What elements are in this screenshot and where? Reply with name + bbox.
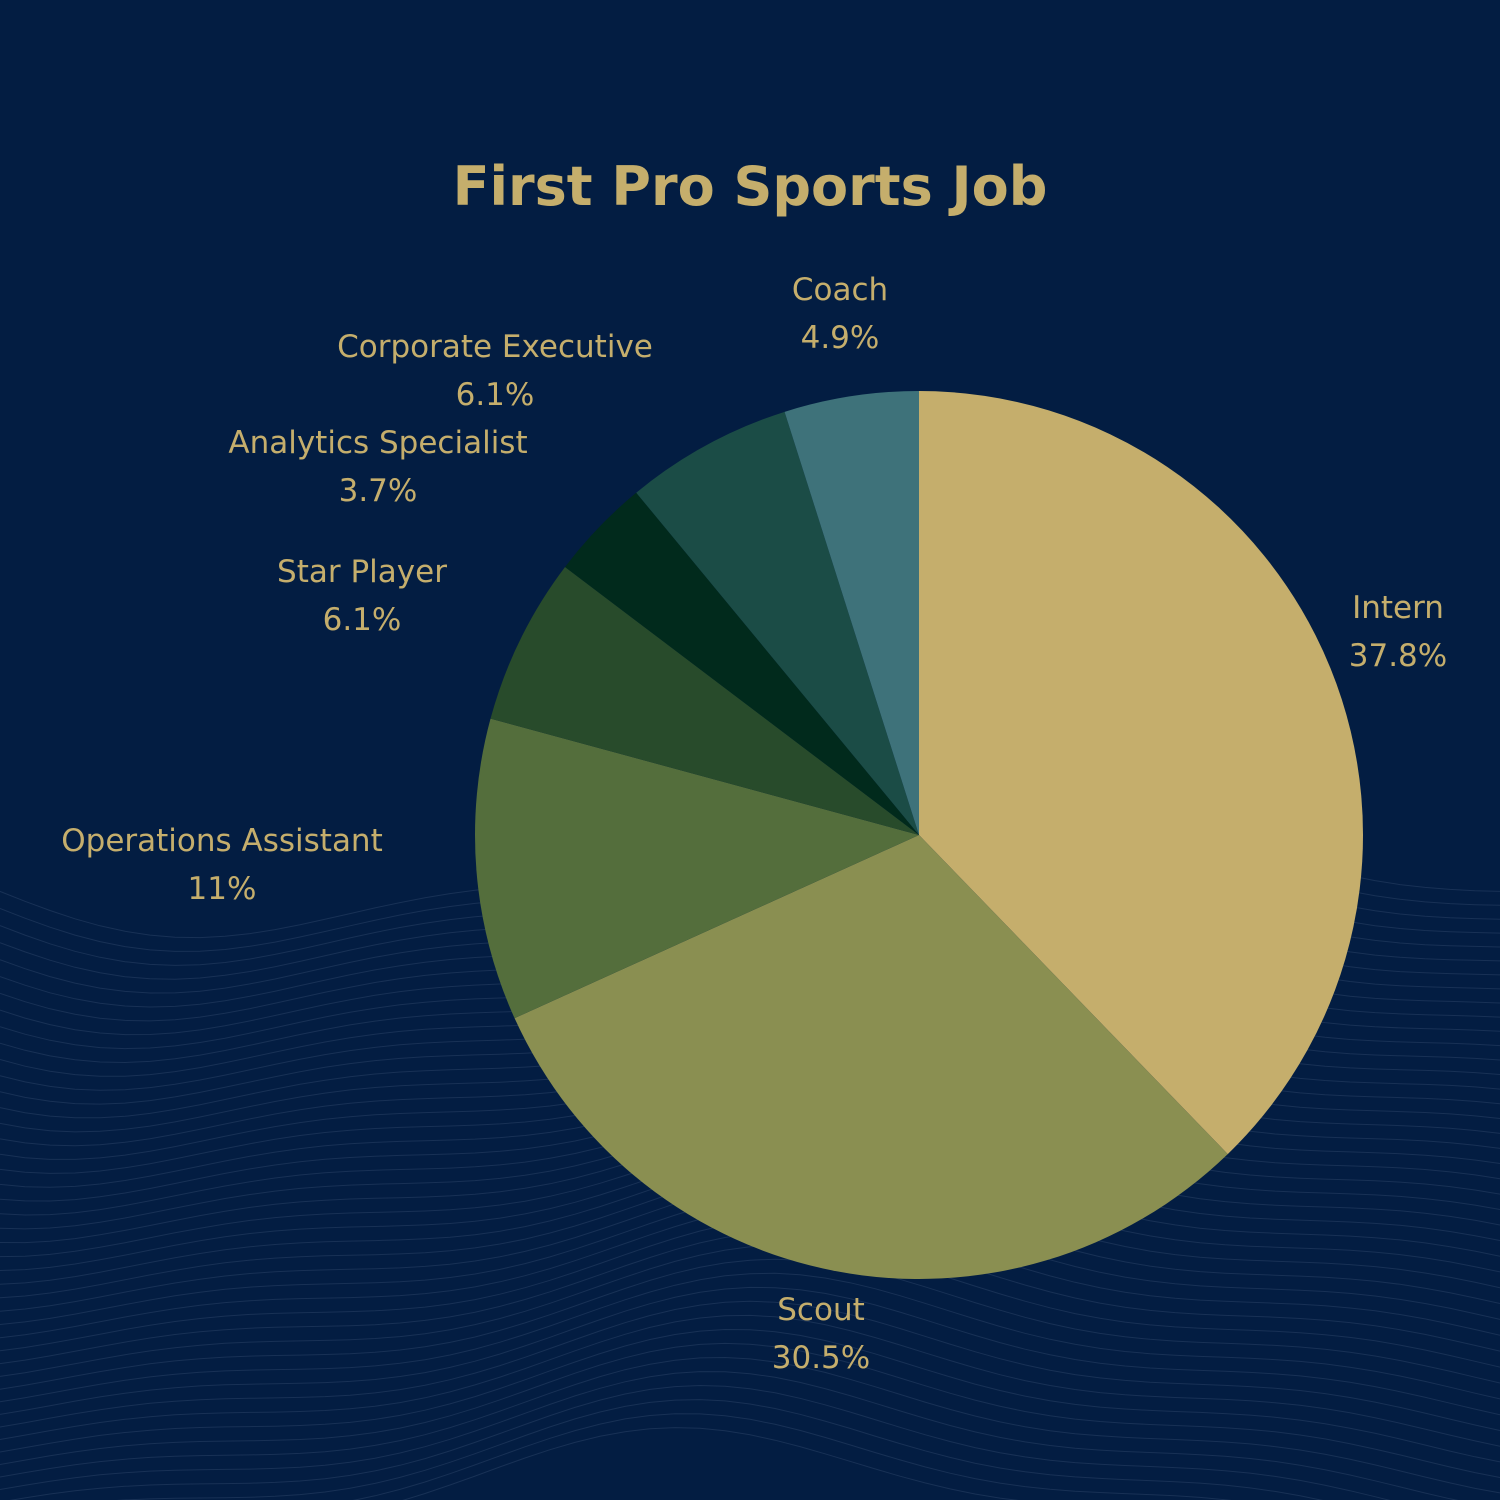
wave-line (116, 1399, 1324, 1500)
pie-slice-analytics-specialist (565, 492, 919, 835)
slice-value: 6.1% (323, 602, 402, 638)
slice-label-operations-assistant: Operations Assistant 11% (61, 823, 383, 907)
slice-value: 37.8% (1349, 638, 1447, 674)
pie-slices (474, 391, 1364, 1280)
wave-line (0, 1244, 1500, 1377)
slice-name: Analytics Specialist (228, 425, 527, 461)
slice-label-corporate-executive: Corporate Executive 6.1% (337, 329, 653, 413)
wave-line (352, 1413, 1232, 1500)
pie-slice-intern (919, 391, 1364, 1155)
slice-label-analytics-specialist: Analytics Specialist 3.7% (228, 425, 527, 509)
wave-line (0, 1314, 1500, 1447)
wave-line (0, 1328, 1500, 1463)
slice-value: 30.5% (772, 1340, 870, 1376)
slice-label-intern: Intern 37.8% (1349, 590, 1447, 674)
slice-value: 11% (188, 871, 257, 907)
wave-line (0, 1258, 1500, 1390)
slice-name: Intern (1352, 590, 1444, 626)
slice-labels: Intern 37.8% Scout 30.5% Operations Assistan… (61, 272, 1447, 1376)
pie-slice-star-player (490, 566, 919, 835)
wave-line (0, 1286, 1500, 1416)
pie-slice-scout (514, 835, 1228, 1280)
pie-slice-coach (784, 391, 919, 835)
wave-line (9, 1384, 1391, 1500)
slice-name: Scout (777, 1292, 865, 1328)
wave-line (0, 1371, 1459, 1500)
slice-label-scout: Scout 30.5% (772, 1292, 870, 1376)
slice-value: 4.9% (801, 320, 880, 356)
slice-value: 3.7% (339, 473, 418, 509)
slice-value: 6.1% (456, 377, 535, 413)
slice-label-coach: Coach 4.9% (792, 272, 888, 356)
slice-name: Corporate Executive (337, 329, 653, 365)
wave-line (0, 1356, 1500, 1494)
slice-name: Operations Assistant (61, 823, 383, 859)
slice-label-star-player: Star Player 6.1% (277, 554, 447, 638)
slice-name: Star Player (277, 554, 447, 590)
chart-title: First Pro Sports Job (453, 155, 1048, 218)
wave-line (0, 1300, 1500, 1431)
pie-slice-corporate-executive (636, 411, 919, 835)
wave-line (402, 1427, 1019, 1500)
wave-line (0, 1272, 1500, 1403)
slice-name: Coach (792, 272, 888, 308)
wave-line (0, 1342, 1500, 1478)
pie-slice-operations-assistant (474, 718, 919, 1019)
